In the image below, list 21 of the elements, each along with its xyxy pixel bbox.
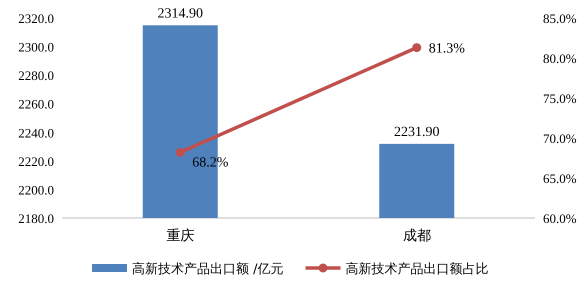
y2-tick-label: 70.0% xyxy=(543,131,577,146)
y-tick-label: 2240.0 xyxy=(18,125,54,140)
y2-tick-label: 65.0% xyxy=(543,171,577,186)
y2-tick-label: 75.0% xyxy=(543,91,577,106)
y-tick-label: 2200.0 xyxy=(18,182,54,198)
legend-label: 高新技术产品出口额 /亿元 xyxy=(132,261,284,277)
y-tick-label: 2260.0 xyxy=(18,96,54,112)
data-label: 2231.90 xyxy=(394,124,440,140)
y-tick-label: 2280.0 xyxy=(18,68,54,84)
x-tick-label: 成都 xyxy=(402,228,431,244)
y-tick-label: 2180.0 xyxy=(18,211,54,226)
data-label: 81.3% xyxy=(428,42,466,57)
y-tick-label: 2300.0 xyxy=(18,40,54,55)
x-tick-label: 重庆 xyxy=(166,228,194,244)
y-tick-label: 2220.0 xyxy=(18,154,54,169)
y2-tick-label: 85.0% xyxy=(543,11,577,26)
legend-label: 高新技术产品出口额占比 xyxy=(346,261,489,277)
data-label: 2314.90 xyxy=(158,6,203,22)
y2-tick-label: 60.0% xyxy=(543,211,577,226)
y-tick-label: 2320.0 xyxy=(18,11,54,26)
y2-tick-label: 80.0% xyxy=(543,51,577,66)
